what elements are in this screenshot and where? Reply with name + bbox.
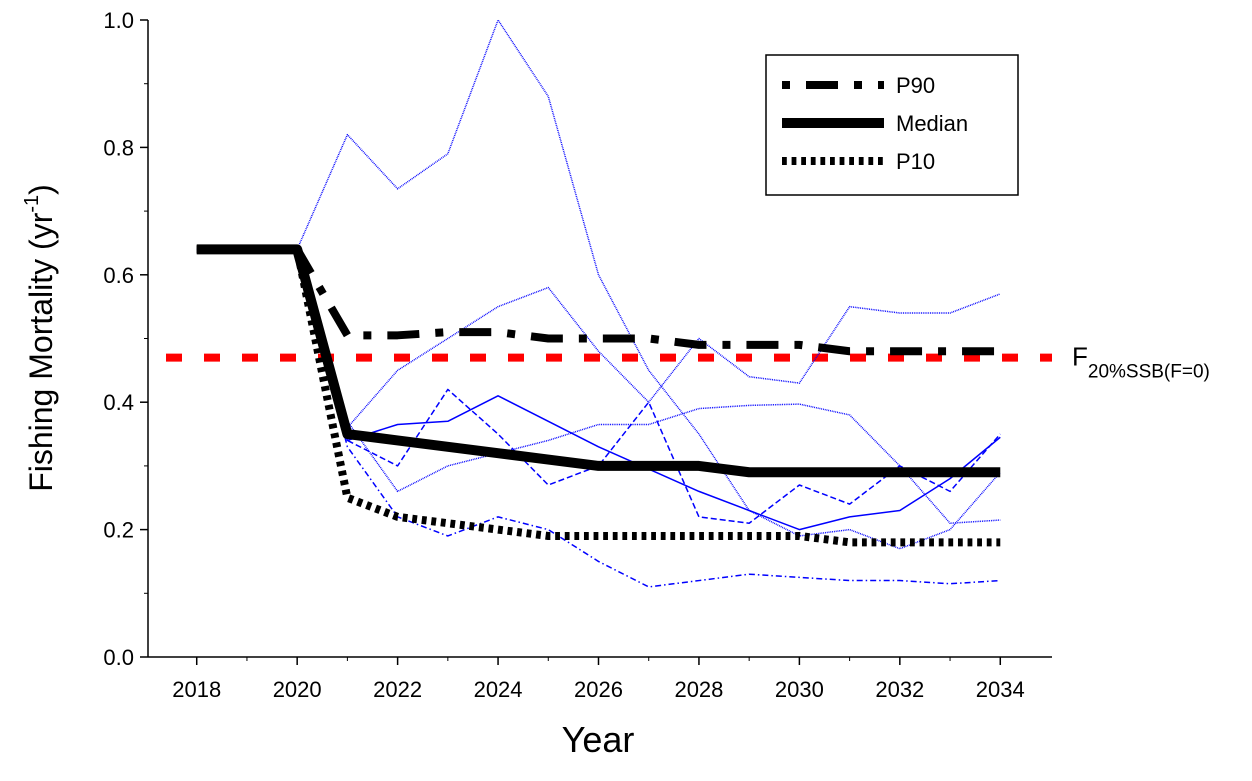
legend-label: P10 [896, 149, 935, 174]
x-tick-label: 2032 [875, 677, 924, 702]
x-tick-label: 2022 [373, 677, 422, 702]
y-axis-label-text: Fishing Mortality (yr [23, 212, 59, 492]
y-tick-label: 0.4 [103, 390, 134, 415]
reference-label-subscript: 20%SSB(F=0) [1088, 362, 1210, 383]
series-line [196, 244, 1001, 478]
y-tick-label: 1.0 [103, 8, 134, 33]
y-tick-label: 0.0 [103, 645, 134, 670]
iteration-line [296, 249, 1001, 429]
x-axis-label: Year [562, 719, 635, 760]
x-tick-label: 2030 [775, 677, 824, 702]
reference-label: F20%SSB(F=0) [1072, 342, 1210, 383]
y-axis-label-suffix: ) [23, 184, 59, 195]
x-tick-label: 2034 [976, 677, 1025, 702]
reference-label-text: F [1072, 342, 1088, 372]
y-tick-label: 0.6 [103, 263, 134, 288]
x-tick-label: 2018 [172, 677, 221, 702]
iteration-line [296, 249, 1001, 524]
x-tick-label: 2024 [474, 677, 523, 702]
x-tick-label: 2028 [674, 677, 723, 702]
legend-label: P90 [896, 73, 935, 98]
series-line [196, 245, 1001, 547]
y-axis-label: Fishing Mortality (yr-1) [21, 184, 59, 492]
y-axis-label-superscript: -1 [21, 195, 43, 213]
y-tick-label: 0.2 [103, 518, 134, 543]
iteration-line [296, 249, 1001, 524]
y-tick-label: 0.8 [103, 135, 134, 160]
iteration-line [296, 249, 1001, 588]
series-line [196, 245, 1001, 356]
x-tick-label: 2020 [273, 677, 322, 702]
legend-label: Median [896, 111, 968, 136]
x-tick-label: 2026 [574, 677, 623, 702]
iteration-line [196, 19, 1001, 550]
